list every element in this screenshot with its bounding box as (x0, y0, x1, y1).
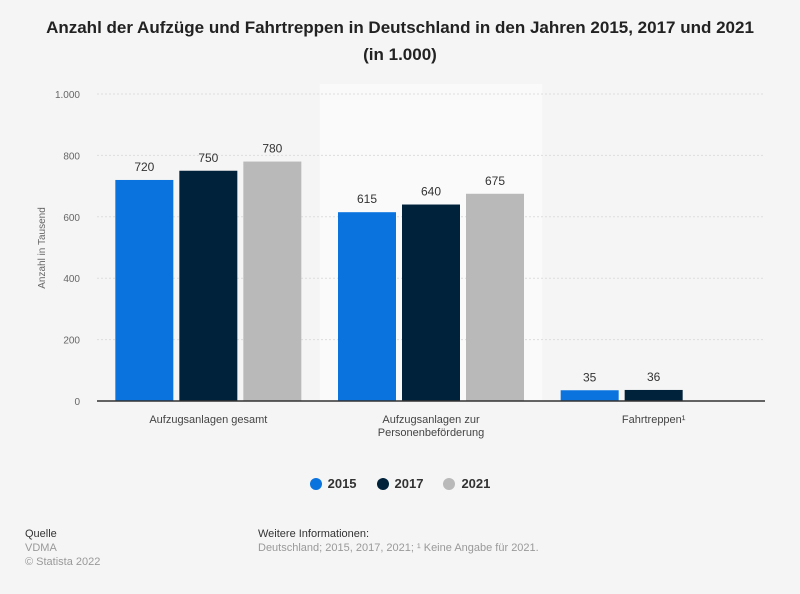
info-heading: Weitere Informationen: (258, 528, 370, 540)
x-tick-label: Aufzugsanlagen zur (382, 414, 480, 426)
legend: 2015 2017 2021 (0, 476, 800, 491)
copyright[interactable]: © Statista 2022 (25, 556, 101, 568)
bar-2021[interactable] (466, 193, 524, 401)
y-tick-label: 600 (63, 213, 80, 224)
data-label: 615 (357, 192, 377, 206)
legend-item-2015[interactable]: 2015 (309, 476, 357, 491)
y-tick-label: 200 (63, 336, 80, 347)
data-label: 640 (421, 185, 441, 199)
legend-label: 2021 (461, 476, 491, 491)
bar-2017[interactable] (179, 170, 238, 401)
y-tick-label: 1.000 (55, 90, 80, 101)
legend-marker (443, 477, 456, 490)
data-label: 720 (134, 160, 154, 174)
source-link[interactable]: VDMA (25, 542, 57, 554)
bar-chart: 0 200 400 600 800 1.000 Anzahl in Tausend 720 75… (37, 90, 765, 439)
data-label: 675 (485, 174, 505, 188)
bar-2015[interactable] (115, 179, 174, 401)
data-label: 35 (583, 370, 597, 384)
source-block: Quelle VDMA © Statista 2022 (25, 527, 100, 569)
chart-title: Anzahl der Aufzüge und Fahrtreppen in De… (46, 18, 754, 64)
data-label: 36 (647, 370, 661, 384)
y-tick-label: 800 (63, 151, 80, 162)
data-label: 780 (262, 142, 282, 156)
y-axis-label: Anzahl in Tausend (37, 207, 48, 289)
x-tick-label: Fahrtreppen¹ (622, 414, 686, 426)
legend-label: 2017 (394, 476, 424, 491)
bar-2017[interactable] (402, 204, 460, 401)
legend-item-2017[interactable]: 2017 (376, 476, 424, 491)
y-tick-label: 0 (74, 397, 80, 408)
bar-2021[interactable] (243, 161, 302, 401)
source-heading: Quelle (25, 528, 57, 540)
bar-2017[interactable] (624, 389, 683, 401)
legend-label: 2015 (327, 476, 357, 491)
bar-2015[interactable] (560, 390, 619, 401)
x-tick-label: Aufzugsanlagen gesamt (149, 414, 267, 426)
info-text: Deutschland; 2015, 2017, 2021; ¹ Keine A… (258, 542, 539, 554)
legend-marker (376, 477, 389, 490)
legend-item-2021[interactable]: 2021 (443, 476, 490, 491)
bar-2015[interactable] (338, 212, 396, 401)
legend-marker (309, 477, 322, 490)
x-tick-label: Personenbeförderung (378, 427, 484, 439)
data-label: 750 (198, 151, 218, 165)
info-block: Weitere Informationen: Deutschland; 2015… (258, 527, 539, 555)
y-tick-label: 400 (63, 274, 80, 285)
